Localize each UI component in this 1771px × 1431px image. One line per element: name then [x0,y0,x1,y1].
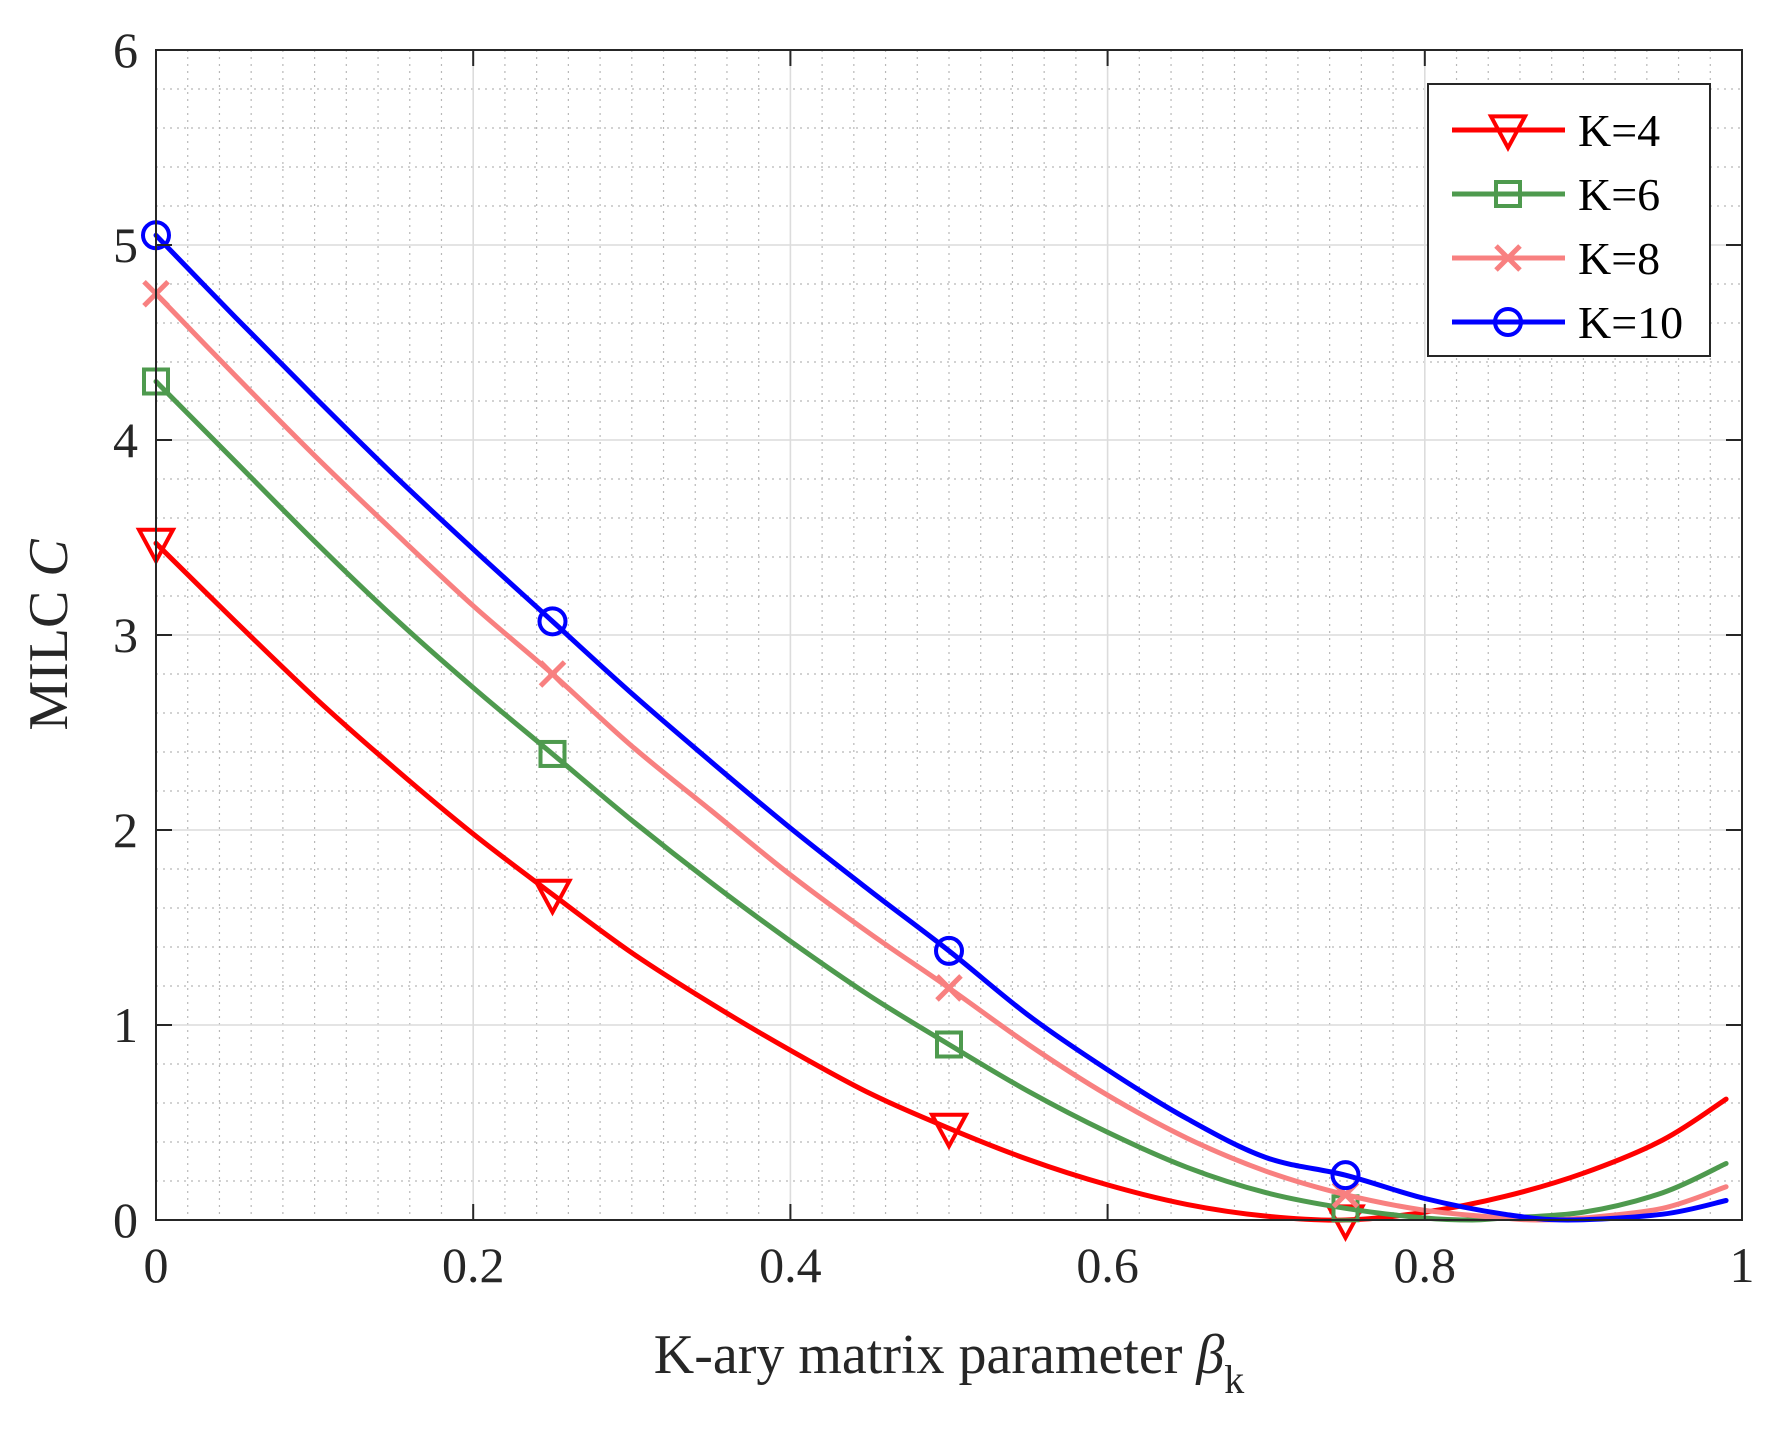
legend-entry: K=8 [1452,233,1660,284]
x-axis-label-symbol: β [1195,1324,1224,1386]
data-point-marker [935,1030,963,1059]
y-tick-labels: 0 1 2 3 4 5 6 [113,22,138,1248]
legend-entry: K=6 [1452,169,1660,220]
data-point-marker [537,606,568,637]
y-axis-label: MILC C [18,539,80,731]
data-point-marker [935,974,963,1002]
y-tick-label: 4 [113,412,138,468]
data-point-marker [928,1112,970,1151]
legend-marker [1494,180,1522,208]
x-tick-label: 0 [144,1237,169,1293]
x-axis-label-subscript: k [1224,1357,1244,1402]
x-axis-label-text: K-ary matrix parameter [654,1324,1197,1386]
y-tick-label: 6 [113,22,138,78]
legend-marker [1487,114,1529,153]
legend-label: K=10 [1578,297,1683,348]
data-point-marker [532,878,573,917]
legend-label: K=4 [1578,105,1660,156]
y-tick-label: 2 [113,802,138,858]
legend-marker [1494,244,1522,272]
data-point-marker [538,739,567,768]
legend-entry: K=10 [1452,297,1683,348]
legend: K=4 K=6 K=8 K=10 [1427,83,1711,357]
legend-label: K=6 [1578,169,1660,220]
tick-marks [155,49,1743,1221]
x-tick-label: 0.4 [759,1237,822,1293]
y-tick-label: 3 [113,607,138,663]
legend-entry: K=4 [1452,105,1660,156]
x-tick-label: 0.2 [442,1237,505,1293]
series-line [153,232,1729,1223]
x-tick-label: 0.6 [1076,1237,1139,1293]
data-point-marker [538,660,567,688]
data-point-marker [1330,1160,1361,1191]
x-tick-label: 0.8 [1394,1237,1457,1293]
legend-marker [1493,307,1523,337]
y-tick-label: 0 [113,1192,138,1248]
series-line [153,540,1729,1223]
y-axis-label-symbol: C [18,539,80,577]
legend-label: K=8 [1578,233,1660,284]
x-tick-labels: 0 0.2 0.4 0.6 0.8 1 [144,1237,1755,1293]
y-axis-label-text: MILC [18,577,80,731]
x-tick-label: 1 [1730,1237,1755,1293]
y-tick-label: 1 [113,997,138,1053]
data-point-marker [934,935,964,966]
y-tick-label: 5 [113,217,138,273]
x-axis-label: K-ary matrix parameter βk [654,1324,1245,1402]
